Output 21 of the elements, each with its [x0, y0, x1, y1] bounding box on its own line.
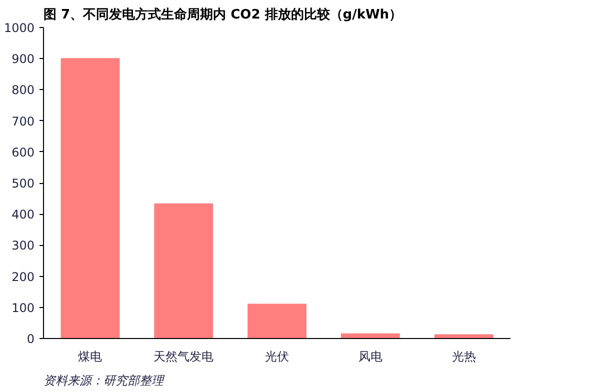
- bar: [60, 58, 120, 338]
- y-tick-label: 300: [12, 238, 34, 253]
- y-tick-label: 800: [12, 83, 34, 98]
- x-tick-label: 煤电: [78, 350, 102, 364]
- y-tick-label: 400: [12, 208, 34, 222]
- y-tick-label: 200: [12, 270, 34, 284]
- y-tick-label: 0: [26, 332, 35, 346]
- y-tick-label: 100: [12, 300, 34, 315]
- y-tick-label: 600: [12, 145, 34, 160]
- x-tick-label: 光伏: [265, 350, 289, 364]
- bar: [154, 203, 214, 338]
- x-tick-label: 光热: [452, 350, 476, 364]
- y-tick-label: 900: [12, 52, 34, 66]
- y-tick-label: 1000: [4, 21, 35, 35]
- y-tick-label: 500: [12, 176, 34, 190]
- x-tick-label: 天然气发电: [154, 350, 214, 364]
- chart-title: 图 7、不同发电方式生命周期内 CO2 排放的比较（g/kWh）: [44, 6, 402, 22]
- x-tick-label: 风电: [358, 350, 382, 364]
- text: 资料来源：研究部整理: [44, 374, 166, 388]
- bar: [248, 304, 306, 338]
- y-tick-label: 700: [12, 114, 34, 128]
